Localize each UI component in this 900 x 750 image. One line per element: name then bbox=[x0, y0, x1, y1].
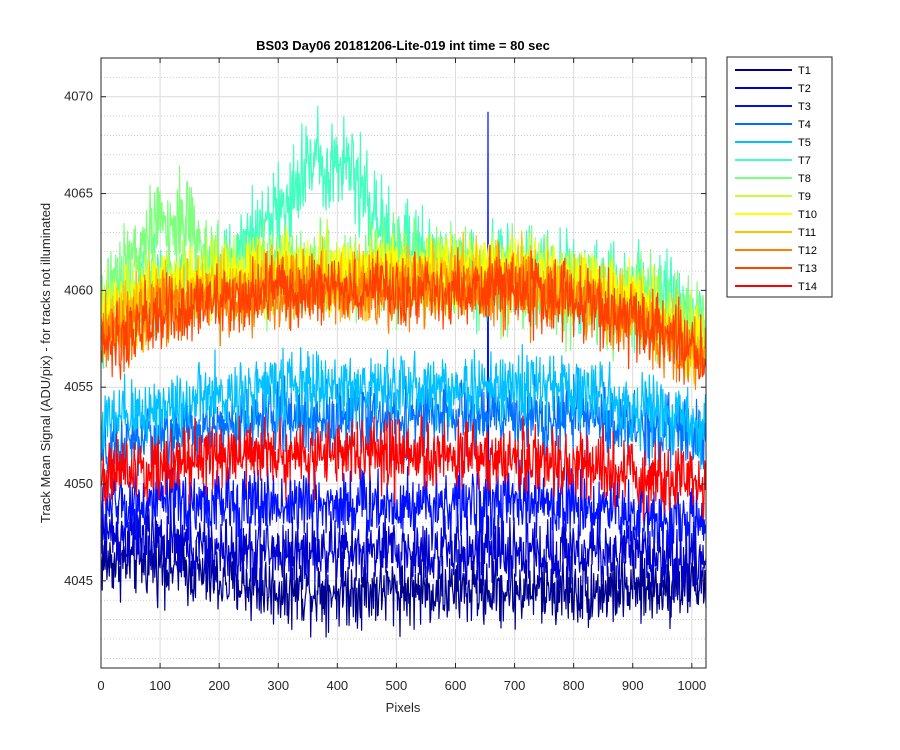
legend-label-t8: T8 bbox=[798, 173, 811, 185]
plot-frame bbox=[100, 57, 707, 669]
series-line-t2 bbox=[100, 497, 707, 600]
x-tick-label: 500 bbox=[386, 678, 408, 693]
y-tick-label: 4045 bbox=[64, 573, 93, 588]
x-tick-label: 400 bbox=[326, 678, 348, 693]
series-line-t14 bbox=[100, 412, 707, 521]
legend-label-t5: T5 bbox=[798, 137, 811, 149]
y-tick-label: 4055 bbox=[64, 379, 93, 394]
x-tick-label: 300 bbox=[267, 678, 289, 693]
x-tick-label: 200 bbox=[208, 678, 230, 693]
chart-title: BS03 Day06 20181206-Lite-019 int time = … bbox=[256, 38, 550, 53]
legend-label-t1: T1 bbox=[798, 65, 811, 77]
y-tick-label: 4060 bbox=[64, 282, 93, 297]
legend-label-t13: T13 bbox=[798, 263, 817, 275]
x-tick-label: 100 bbox=[149, 678, 171, 693]
legend-label-t4: T4 bbox=[798, 119, 811, 131]
series-line-t13 bbox=[100, 244, 707, 385]
x-tick-label: 0 bbox=[97, 678, 104, 693]
x-tick-label: 800 bbox=[563, 678, 585, 693]
series-line-t10 bbox=[100, 228, 707, 377]
legend-label-t7: T7 bbox=[798, 155, 811, 167]
x-axis-title: Pixels bbox=[386, 700, 421, 715]
legend-label-t12: T12 bbox=[798, 245, 817, 257]
y-tick-label: 4070 bbox=[64, 89, 93, 104]
x-tick-label: 1000 bbox=[677, 678, 706, 693]
legend-label-t2: T2 bbox=[798, 83, 811, 95]
series-layer bbox=[100, 105, 707, 638]
legend-label-t11: T11 bbox=[798, 227, 816, 239]
x-tick-label: 900 bbox=[622, 678, 644, 693]
legend-label-t14: T14 bbox=[798, 281, 817, 293]
legend-label-t10: T10 bbox=[798, 209, 817, 221]
legend: T1 T2 T3 T4 T5 T7 T8 T9 T10 T11 T12 T13 T14 bbox=[726, 56, 833, 298]
y-tick-label: 4065 bbox=[64, 186, 93, 201]
x-tick-label: 600 bbox=[445, 678, 467, 693]
legend-label-t9: T9 bbox=[798, 191, 811, 203]
y-axis-title: Track Mean Signal (ADU/pix) - for tracks… bbox=[38, 203, 53, 523]
series-line-t1 bbox=[100, 521, 707, 638]
legend-label-t3: T3 bbox=[798, 101, 811, 113]
y-tick-label: 4050 bbox=[64, 476, 93, 491]
series-line-t5 bbox=[100, 344, 707, 470]
series-line-t3 bbox=[100, 111, 707, 554]
x-tick-label: 700 bbox=[504, 678, 526, 693]
axis-ticks: 0 100 200 300 400 500 600 700 800 900 1000 4045 4050… bbox=[64, 58, 706, 693]
